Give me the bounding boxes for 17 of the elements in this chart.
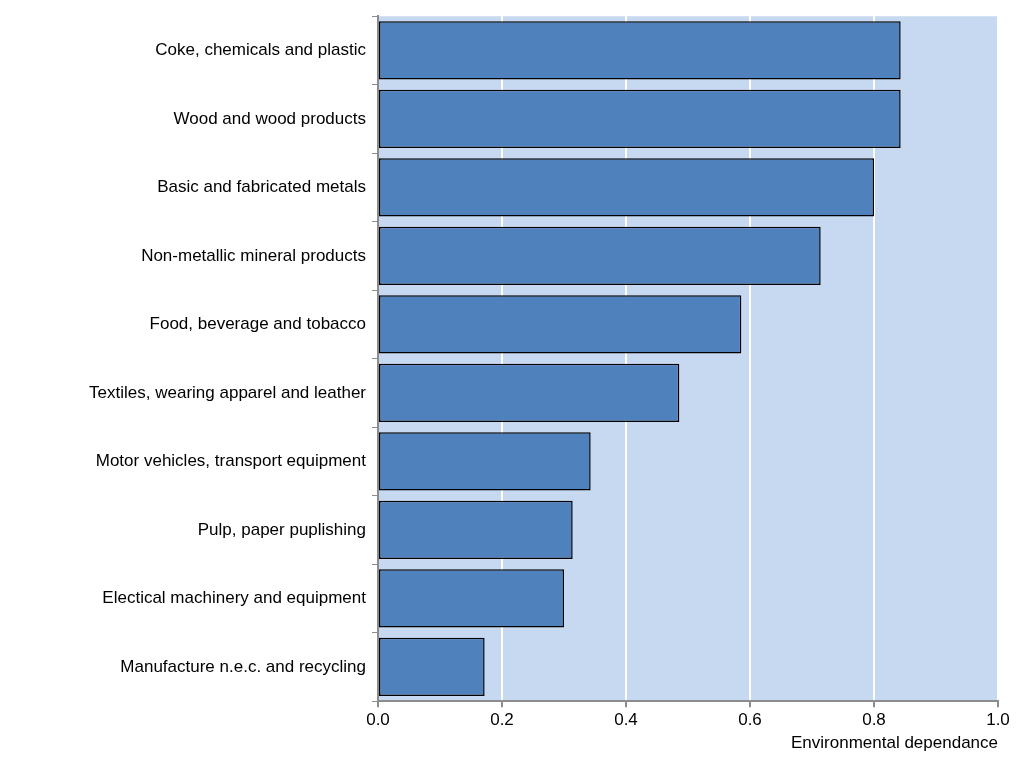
x-tick-label: 1.0 xyxy=(986,710,1010,730)
y-tick-label: Wood and wood products xyxy=(173,108,366,128)
x-tick-label: 0.0 xyxy=(366,710,390,730)
y-tick-label: Manufacture n.e.c. and recycling xyxy=(120,656,366,676)
y-tick-label: Textiles, wearing apparel and leather xyxy=(89,382,367,402)
x-tick-label: 0.8 xyxy=(862,710,886,730)
y-tick-label: Motor vehicles, transport equipment xyxy=(95,451,367,471)
y-tick-label: Electical machinery and equipment xyxy=(102,588,367,608)
y-tick-label: Pulp, paper puplishing xyxy=(197,519,366,539)
x-tick-label: 0.6 xyxy=(738,710,762,730)
x-tick-label: 0.4 xyxy=(614,710,638,730)
y-tick-label: Food, beverage and tobacco xyxy=(149,314,366,334)
y-tick-label: Basic and fabricated metals xyxy=(157,177,366,197)
x-tick-label: 0.2 xyxy=(490,710,514,730)
x-axis-title: Environmental dependance xyxy=(791,733,998,753)
y-tick-label: Non-metallic mineral products xyxy=(141,245,366,265)
y-tick-label: Coke, chemicals and plastic xyxy=(155,40,367,60)
